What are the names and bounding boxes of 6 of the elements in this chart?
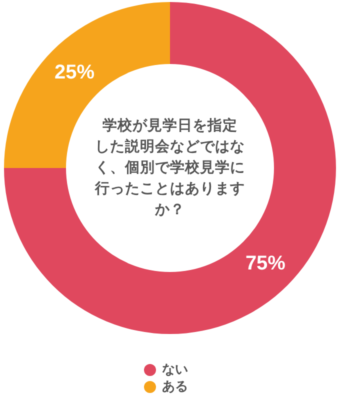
legend-label: ない — [162, 362, 188, 378]
data-label: 75% — [245, 252, 286, 274]
data-label: 25% — [54, 62, 95, 84]
legend-label: ある — [162, 380, 188, 394]
donut-slice — [4, 2, 336, 334]
text: 学校が見学日を指定した説明会などではなく、個別で学校見学に行ったことはありますか？ — [94, 116, 245, 218]
